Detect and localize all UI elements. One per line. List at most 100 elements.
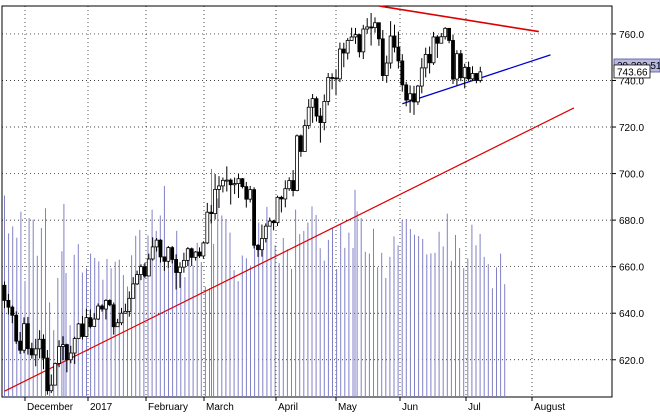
candle-body (2, 284, 7, 301)
candle-body (298, 135, 303, 152)
candle-body (45, 357, 50, 392)
candle-down (18, 332, 23, 354)
x-tick-label: Jun (402, 402, 418, 412)
candle-up (287, 177, 292, 191)
candle-up (92, 312, 97, 327)
candle-up (131, 277, 136, 299)
candle-body (334, 77, 338, 80)
x-tick-label: May (338, 402, 357, 412)
candle-up (104, 299, 108, 320)
candle-body (431, 36, 436, 64)
candle-body (357, 34, 362, 53)
candle-body (279, 196, 284, 200)
y-tick-label: 640.0 (619, 309, 644, 320)
candle-body (244, 186, 249, 200)
candle-body (275, 196, 280, 224)
candle-up (302, 119, 307, 152)
x-tick-label: February (148, 402, 188, 412)
candle-body (462, 67, 467, 79)
y-tick-label: 700.0 (619, 170, 644, 181)
candle-down (466, 61, 471, 81)
candle-up (68, 345, 73, 364)
candle-body (454, 53, 459, 80)
candle-up (345, 38, 350, 60)
candle-body (232, 183, 237, 186)
candle-body (88, 317, 93, 327)
candle-up (185, 247, 190, 267)
candle-body (49, 384, 54, 392)
candle-body (135, 274, 140, 285)
candle-body (380, 38, 385, 76)
candle-down (291, 170, 296, 197)
candle-down (111, 302, 116, 335)
candle-down (392, 24, 397, 53)
candle-down (244, 181, 249, 208)
candle-body (104, 300, 108, 310)
x-tick-label: Jul (468, 402, 481, 412)
candle-body (384, 62, 389, 76)
candle-up (310, 93, 315, 123)
candle-body (150, 246, 155, 260)
candle-up (306, 99, 311, 130)
x-tick-label: August (534, 402, 565, 412)
trendline-support (4, 107, 575, 392)
candle-down (314, 96, 319, 122)
candle-body (451, 40, 455, 80)
candle-body (158, 239, 163, 258)
candle-body (29, 348, 34, 356)
candle-up (353, 27, 358, 44)
y-tick-label: 620.0 (619, 356, 644, 367)
candle-down (298, 134, 303, 157)
candle-body (96, 305, 100, 320)
candle-up (146, 253, 151, 277)
candle-layer (2, 12, 483, 395)
candle-up (22, 317, 26, 354)
candle-down (80, 316, 85, 340)
candle-body (189, 248, 194, 258)
axis-layer: 620.0 640.0 660.0 680.0 700.0 720.0 740.0 760.0… (24, 30, 644, 413)
y-tick-label: 740.0 (619, 76, 644, 87)
candle-down (29, 342, 34, 359)
candle-down (240, 177, 245, 189)
candle-down (10, 305, 15, 324)
candle-up (127, 291, 132, 317)
candle-body (400, 60, 405, 86)
candle-body (447, 27, 452, 41)
candle-up (365, 18, 370, 34)
candle-down (142, 262, 147, 278)
candle-up (61, 336, 65, 360)
candle-up (478, 66, 483, 83)
candle-body (119, 312, 124, 324)
candle-body (53, 363, 58, 386)
candle-body (470, 73, 475, 80)
candle-up (419, 58, 424, 94)
candle-up (178, 262, 182, 288)
candle-body (330, 77, 335, 79)
candle-down (380, 29, 385, 81)
candle-body (287, 180, 292, 190)
candle-down (427, 46, 432, 74)
candle-down (100, 304, 104, 312)
candle-body (146, 258, 151, 277)
candle-body (404, 84, 409, 101)
candle-body (14, 314, 19, 342)
candle-body (123, 310, 128, 314)
candle-body (427, 54, 432, 64)
candle-body (154, 239, 159, 248)
candle-up (181, 252, 186, 273)
candle-body (408, 93, 413, 101)
candle-up (454, 50, 459, 86)
candle-body (423, 54, 428, 69)
candle-body (443, 27, 448, 38)
candle-body (392, 35, 397, 48)
candle-body (170, 247, 175, 260)
candle-body (131, 283, 136, 299)
candle-body (37, 338, 42, 350)
candle-down (252, 187, 257, 249)
candle-body (41, 338, 46, 359)
candle-body (263, 225, 268, 239)
candle-up (57, 340, 61, 368)
candle-up (115, 318, 120, 328)
x-tick-label: March (206, 402, 234, 412)
